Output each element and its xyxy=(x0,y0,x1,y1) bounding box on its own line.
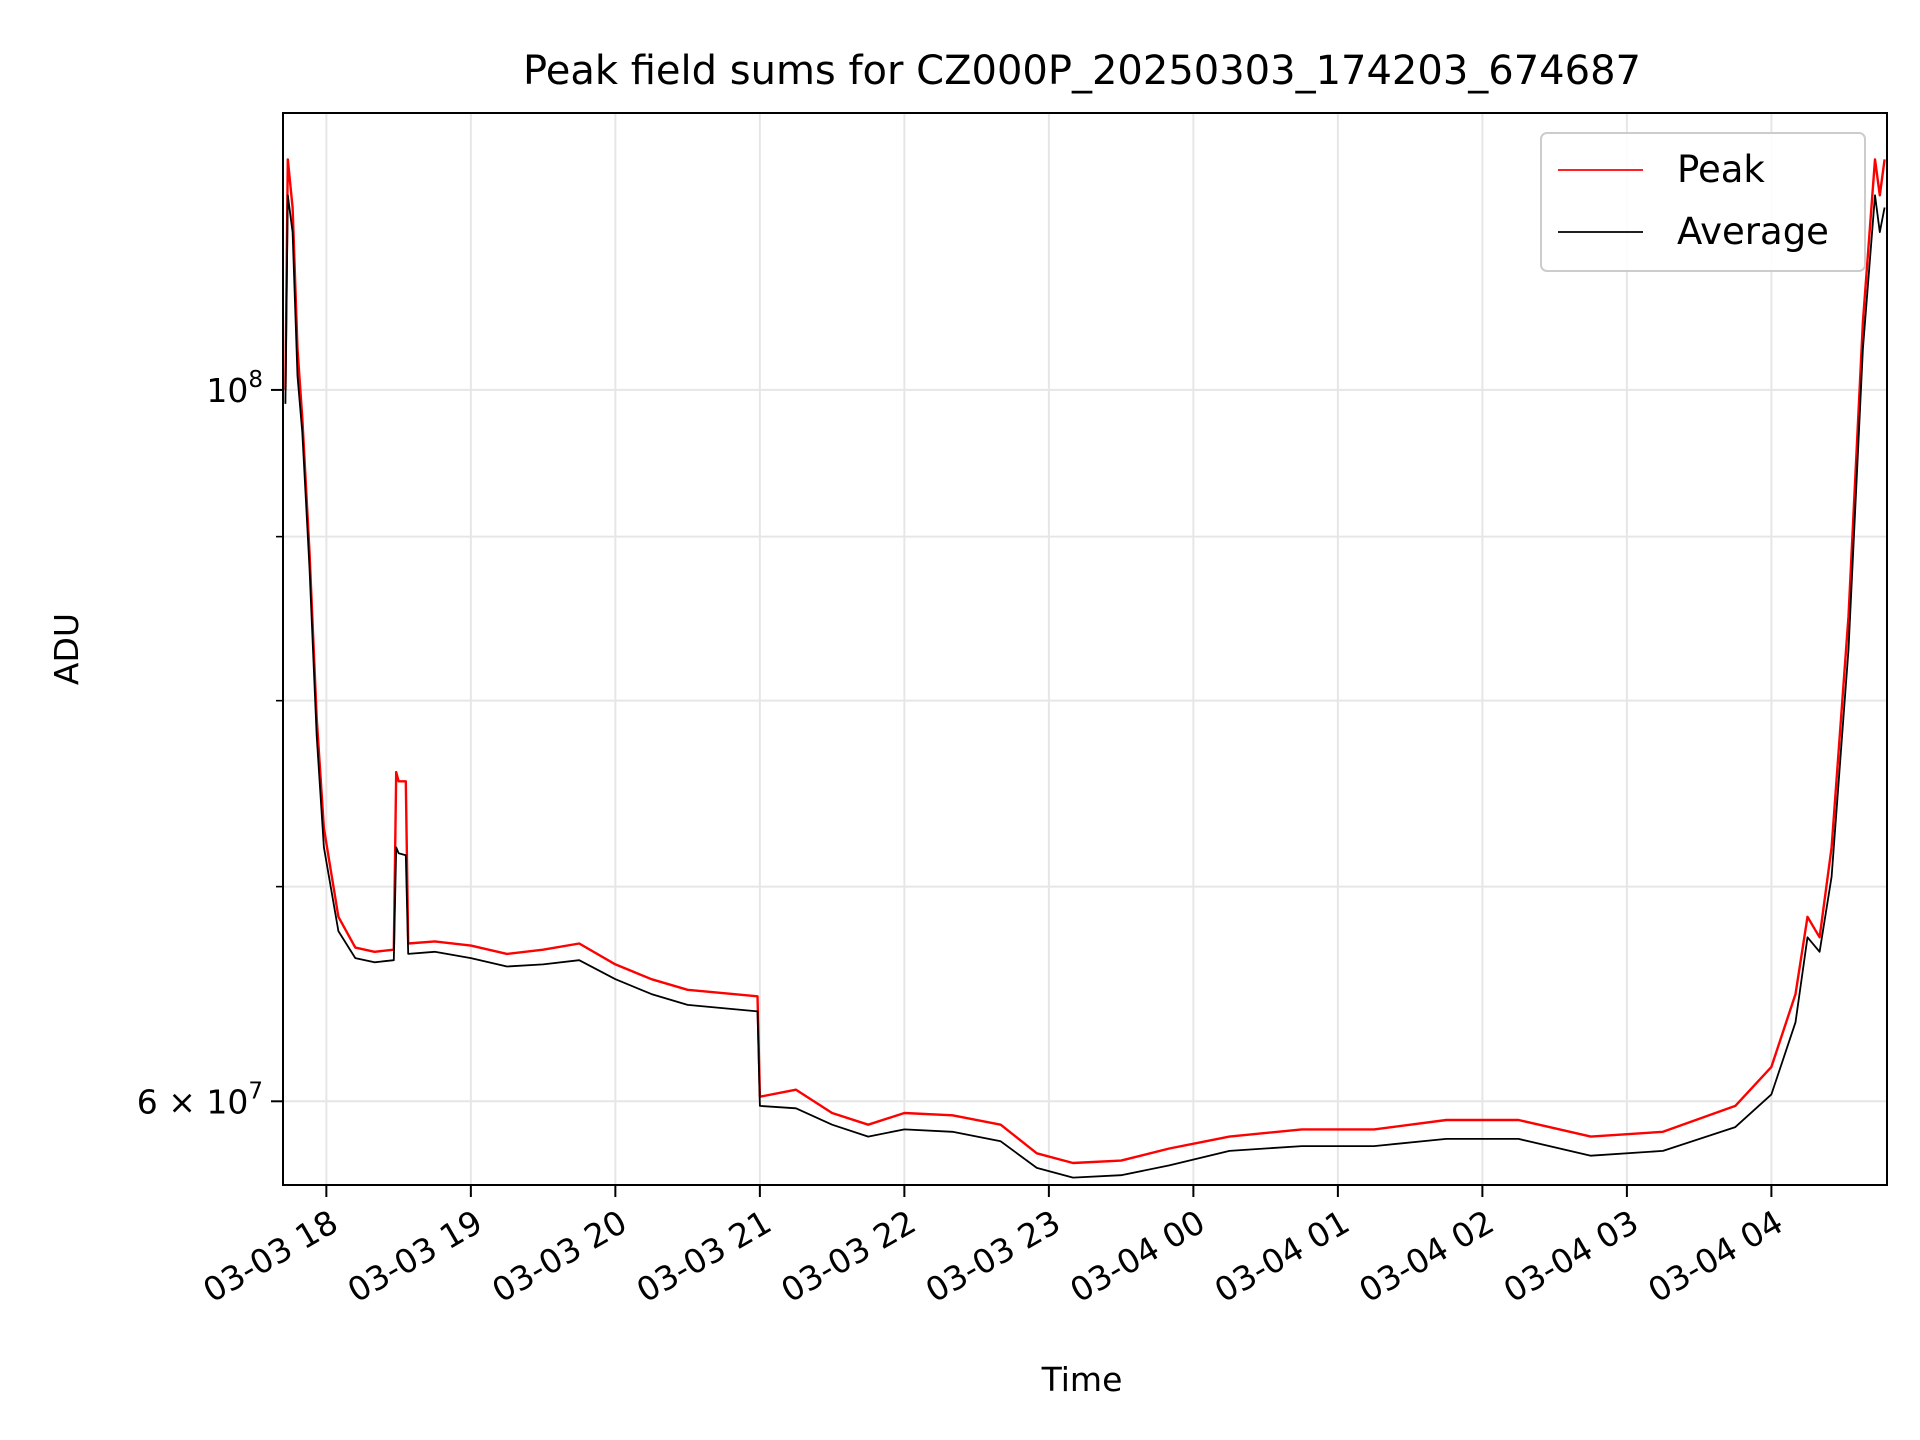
y-axis: 108 6 × 107 xyxy=(137,367,283,1121)
chart-title: Peak field sums for CZ000P_20250303_1742… xyxy=(523,48,1641,94)
x-axis-label: Time xyxy=(1041,1360,1123,1399)
series-line-average xyxy=(284,194,1886,1179)
plot-frame xyxy=(282,112,1888,1186)
grid xyxy=(283,113,1887,1185)
legend-average-label: Average xyxy=(1677,210,1829,253)
legend-peak-label: Peak xyxy=(1677,148,1765,191)
series-layer xyxy=(284,158,1886,1179)
legend-box xyxy=(1540,132,1866,272)
y-tick-label: 6 × 107 xyxy=(137,1078,263,1121)
series-line-peak xyxy=(284,158,1886,1165)
y-axis-label: ADU xyxy=(47,613,86,685)
y-tick-label: 108 xyxy=(206,367,263,410)
legend: Peak Average xyxy=(1540,132,1866,272)
